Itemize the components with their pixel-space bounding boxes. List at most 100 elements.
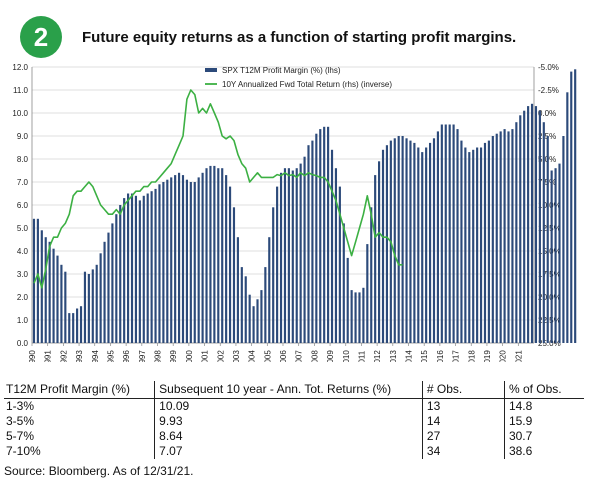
profit-margin-bar [362,287,365,343]
profit-margin-bar [503,129,506,343]
profit-margin-bar [570,71,573,343]
table-row: 3-5% 9.93 14 15.9 [4,414,584,429]
x-tick-label: 2003 [232,350,241,362]
profit-margin-bar [574,69,577,344]
profit-margin-bar [256,299,259,343]
x-tick-label: 2014 [405,350,414,362]
x-tick-label: 2011 [357,350,366,362]
table-row: 5-7% 8.64 27 30.7 [4,429,584,444]
profit-margin-bar [111,223,114,343]
x-tick-label: 2008 [310,350,319,362]
profit-margin-bar [217,168,220,343]
profit-margin-bar [181,175,185,343]
profit-margin-bar [177,172,181,343]
profit-margin-bar [32,218,36,343]
profit-margin-bar [417,147,420,343]
profit-margin-bar [350,290,353,343]
profit-margin-bar [107,232,110,343]
profit-margin-bar [127,193,130,343]
profit-margin-bar [138,200,141,343]
table-cell: 14.8 [503,399,584,414]
profit-margin-bar [413,142,416,343]
profit-margin-bar [150,191,153,343]
table-cell: 13 [421,399,504,414]
profit-margin-bar [103,241,106,343]
y-right-tick-label: 12.5% [538,224,561,233]
profit-margin-bar [283,168,287,343]
profit-margin-bar [554,168,557,343]
table-cell: 7.07 [154,444,422,459]
x-tick-label: 2001 [201,350,210,362]
profit-margin-bar [476,147,479,343]
profit-margin-bar [295,168,298,343]
profit-margin-bar [87,274,90,343]
profit-margin-bar [338,186,341,343]
x-tick-label: 1990 [28,350,37,362]
profit-margin-bar [244,276,247,343]
profit-margin-bar [511,129,514,343]
profit-margin-bar [252,306,255,343]
profit-margin-bar [330,149,334,343]
profit-margin-bar [448,124,451,343]
source-note: Source: Bloomberg. As of 12/31/21. [4,464,194,478]
profit-margin-bar [236,237,239,343]
y-left-tick-label: 1.0 [17,316,29,325]
profit-margin-bar [374,175,377,343]
profit-margin-bar [315,133,318,343]
x-tick-label: 1997 [138,350,147,362]
profit-margin-bar [170,177,173,343]
profit-margin-bar [279,172,283,343]
profit-margin-bar [225,175,228,343]
x-tick-label: 1991 [44,350,53,362]
profit-margin-bar [174,175,177,343]
y-left-tick-label: 11.0 [13,86,29,95]
profit-margin-bar [64,271,67,343]
profit-margin-bar [444,124,447,343]
profit-margin-bar [491,136,494,343]
y-right-tick-label: 20.0% [538,293,561,302]
profit-margin-bar [405,138,408,343]
profit-margin-bar [83,271,87,343]
profit-margin-bar [76,308,79,343]
table-row: 1-3% 10.09 13 14.8 [4,399,584,414]
table-header-returns: Subsequent 10 year - Ann. Tot. Returns (… [154,381,422,398]
profit-margin-bar [479,147,483,343]
y-left-tick-label: 3.0 [17,270,29,279]
profit-margin-bar [189,182,192,343]
x-tick-label: 1998 [154,350,163,362]
profit-margin-bar [291,170,294,343]
table-cell: 38.6 [503,444,584,459]
profit-margin-bar [44,237,47,343]
y-left-tick-label: 10.0 [12,109,28,118]
profit-margin-bar [562,136,565,343]
profit-margin-bar [323,126,326,343]
profit-margin-bar [425,147,428,343]
y-right-tick-label: 25.0% [538,339,561,348]
profit-margin-bar [483,142,487,343]
legend-bar-swatch [205,68,217,72]
profit-margin-bar [409,140,412,343]
profit-margin-bar [319,129,322,343]
y-right-tick-label: 17.5% [538,270,561,279]
table-cell: 34 [421,444,504,459]
profit-margin-bar [456,129,459,343]
profit-margin-bar [185,179,188,343]
x-tick-label: 2012 [373,350,382,362]
table-header-margin: T12M Profit Margin (%) [6,382,131,396]
table-cell: 9.93 [154,414,422,429]
profit-margin-bar [558,163,561,343]
profit-margin-bar [366,244,369,343]
y-left-tick-label: 8.0 [17,155,29,164]
profit-margin-bar [487,140,490,343]
profit-margin-bar [421,152,424,343]
profit-margin-bar [260,290,263,343]
profit-margin-bar [197,177,200,343]
profit-margin-bar [130,193,134,343]
y-left-tick-label: 9.0 [17,132,29,141]
x-tick-label: 2021 [514,350,523,362]
profit-margin-bar [311,140,314,343]
table-cell: 14 [421,414,504,429]
x-tick-label: 2013 [389,350,398,362]
y-left-tick-label: 12.0 [12,63,28,72]
profit-margin-bar [530,103,534,343]
